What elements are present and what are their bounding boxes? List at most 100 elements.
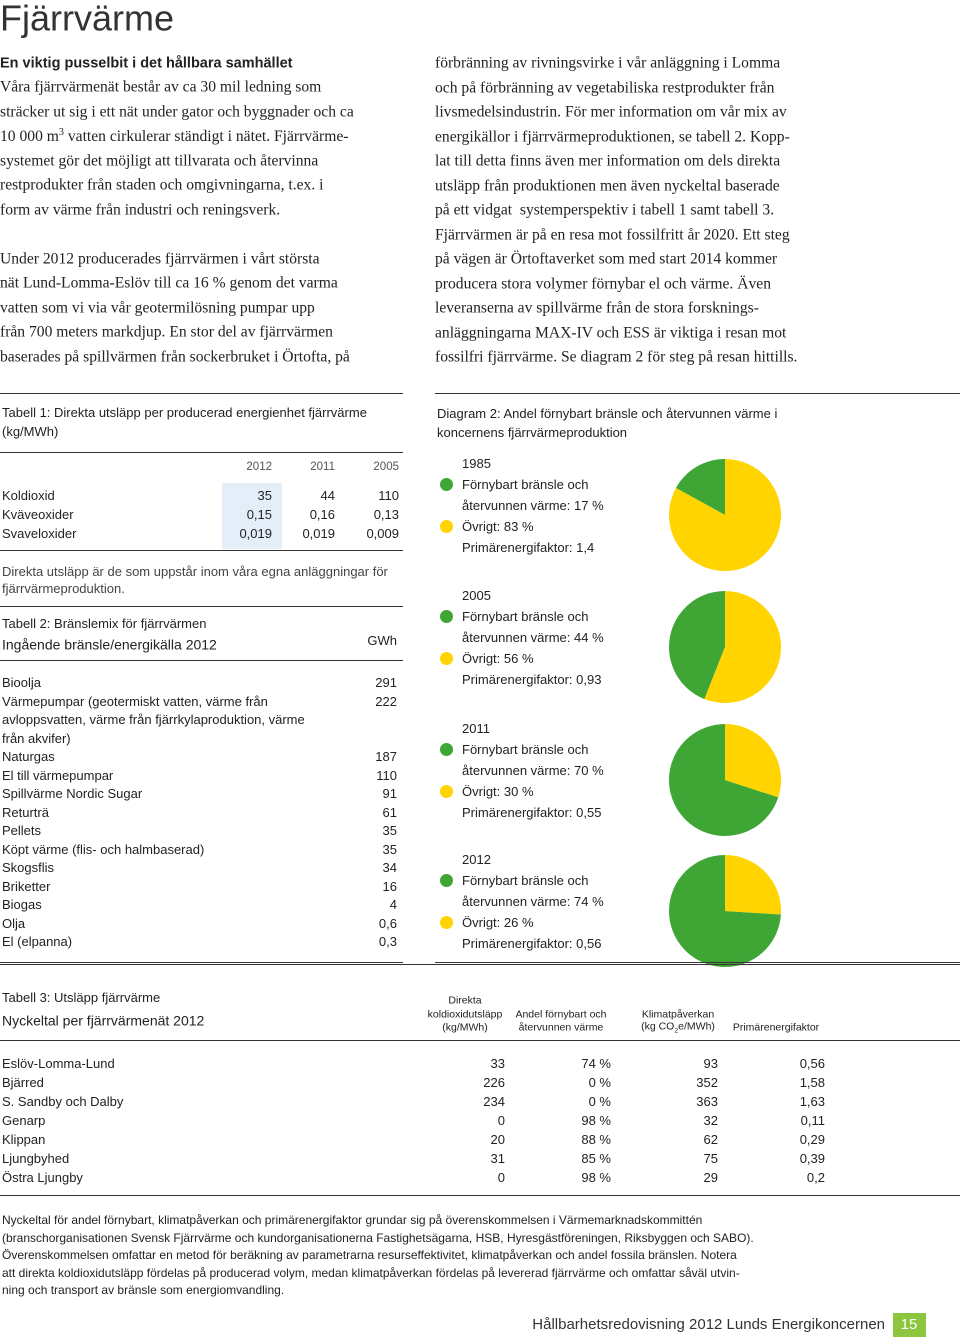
cell: 29 <box>703 1170 718 1186</box>
cell: 32 <box>703 1113 718 1129</box>
rule <box>0 550 403 551</box>
body-line: lat till detta finns även mer informatio… <box>435 152 781 170</box>
page-title: Fjärrvärme <box>0 0 175 39</box>
diagram-title: koncernens fjärrvärmeproduktion <box>437 425 628 441</box>
row-label: Östra Ljungby <box>2 1170 83 1186</box>
cell: 20 <box>490 1132 505 1148</box>
legend-label: Primärenergifaktor: 1,4 <box>462 540 595 556</box>
body-line: sträcker ut sig i ett nät under gator oc… <box>0 103 354 121</box>
cell: 1,58 <box>799 1075 825 1091</box>
cell: 226 <box>483 1075 505 1091</box>
cell: 88 % <box>581 1132 611 1148</box>
rule <box>0 1195 960 1196</box>
cell: 0,2 <box>806 1170 825 1186</box>
section-heading: En viktig pusselbit i det hållbara samhä… <box>0 55 293 72</box>
cell: 0,16 <box>309 507 335 523</box>
row-label: Briketter <box>2 878 51 894</box>
column-header: Klimatpåverkan <box>641 1008 715 1021</box>
text-part: 10 000 m <box>0 128 59 146</box>
table-subtitle: Ingående bränsle/energikälla 2012 <box>2 636 217 653</box>
column-header: Primärenergifaktor <box>732 1021 820 1034</box>
pie-year: 1985 <box>462 456 491 472</box>
cell: 35 <box>382 841 397 857</box>
body-line: form av värme från industri och reningsv… <box>0 201 281 219</box>
pie-slice <box>725 855 781 915</box>
table-title: Tabell 1: Direkta utsläpp per producerad… <box>2 405 367 421</box>
text-part: 2 <box>674 1027 679 1035</box>
body-line: Under 2012 producerades fjärrvärmen i vå… <box>0 250 320 268</box>
pie-chart <box>669 855 781 967</box>
pie-slice <box>675 459 725 515</box>
legend-label: återvunnen värme: 74 % <box>462 894 604 910</box>
cell: 74 % <box>581 1056 611 1072</box>
text-part: 3 <box>58 127 64 139</box>
body-line: systemet gör det möjligt att tillvarata … <box>0 152 319 170</box>
legend-dot <box>440 785 453 798</box>
legend-label: Förnybart bränsle och <box>462 609 589 625</box>
pie-slice <box>704 591 781 703</box>
body-line: från 700 meters markdjup. En stor del av… <box>0 323 333 341</box>
table-title: (kg/MWh) <box>2 424 59 440</box>
rule <box>0 964 960 965</box>
page-number-box <box>893 1313 926 1337</box>
column-header: koldioxidutsläpp <box>427 1008 503 1021</box>
legend-dot <box>440 652 453 665</box>
table-title: Tabell 3: Utsläpp fjärrvärme <box>2 990 161 1006</box>
row-label: Köpt värme (flis- och halmbaserad) <box>2 841 205 857</box>
row-label: avloppsvatten, värme från fjärrkylaprodu… <box>2 712 305 728</box>
cell: 0 % <box>588 1075 611 1091</box>
row-label: El till värmepumpar <box>2 767 114 783</box>
row-label: Biogas <box>2 897 42 913</box>
highlight-column <box>222 483 282 549</box>
body-line: Fjärrvärmen är på en resa mot fossilfrit… <box>435 226 790 244</box>
legend-dot <box>440 520 453 533</box>
body-line: producera stora volymer förnybar el och … <box>435 275 771 293</box>
legend-label: Primärenergifaktor: 0,56 <box>462 936 602 952</box>
table-title: Tabell 2: Bränslemix för fjärrvärmen <box>2 616 207 632</box>
rule <box>0 660 403 661</box>
pie-year: 2005 <box>462 588 491 604</box>
cell: 98 % <box>581 1113 611 1129</box>
legend-label: Förnybart bränsle och <box>462 477 589 493</box>
cell: 91 <box>382 786 397 802</box>
pie-chart <box>669 724 781 836</box>
footnote-line: (branschorganisationen Svensk Fjärrvärme… <box>2 1230 754 1245</box>
rule <box>435 962 960 963</box>
body-line: Våra fjärrvärmenät består av ca 30 mil l… <box>0 78 322 96</box>
row-label: Skogsflis <box>2 860 55 876</box>
body-line: utsläpp från produktionen men även nycke… <box>435 177 780 195</box>
body-line: och på förbränning av vegetabiliska rest… <box>435 79 775 97</box>
legend-label: Förnybart bränsle och <box>462 873 589 889</box>
cell: 1,63 <box>799 1094 825 1110</box>
body-line: på vägen är Örtofta­verket som med start… <box>435 250 778 268</box>
row-label: Värmepumpar (geotermiskt vatten, värme f… <box>2 693 268 709</box>
cell: 0 <box>497 1170 505 1186</box>
legend-label: återvunnen värme: 70 % <box>462 763 604 779</box>
legend-dot <box>440 916 453 929</box>
cell: 62 <box>703 1132 718 1148</box>
rule <box>0 606 403 607</box>
text-part: e/MWh) <box>678 1020 715 1033</box>
rule <box>0 452 403 453</box>
cell: 16 <box>382 878 397 894</box>
cell: 35 <box>382 823 397 839</box>
footnote-line: Nyckeltal för andel förnybart, klimatpåv… <box>2 1212 703 1227</box>
pie-slice <box>669 855 781 967</box>
column-header: 2005 <box>373 461 399 474</box>
cell: 352 <box>696 1075 718 1091</box>
cell: 0,29 <box>799 1132 825 1148</box>
body-line: 10 000 m3 vatten cirkulerar ständigt i n… <box>0 127 348 147</box>
cell: 0,019 <box>239 526 272 542</box>
row-label: från akvifer) <box>2 730 71 746</box>
pie-slice <box>669 724 779 836</box>
row-label: Kväveoxider <box>2 507 74 523</box>
body-line: livsmedelsindustrin. För mer information… <box>435 103 787 121</box>
cell: 0,6 <box>378 915 397 931</box>
legend-label: Övrigt: 56 % <box>462 651 534 667</box>
legend-label: återvunnen värme: 44 % <box>462 630 604 646</box>
cell: 34 <box>382 860 397 876</box>
body-line: förbränning av rivningsvirke i vår anläg… <box>435 54 781 72</box>
body-line: vatten som vi via vår geotermilösning pu… <box>0 299 315 317</box>
table-note: Direkta utsläpp är de som uppstår inom v… <box>2 564 388 580</box>
